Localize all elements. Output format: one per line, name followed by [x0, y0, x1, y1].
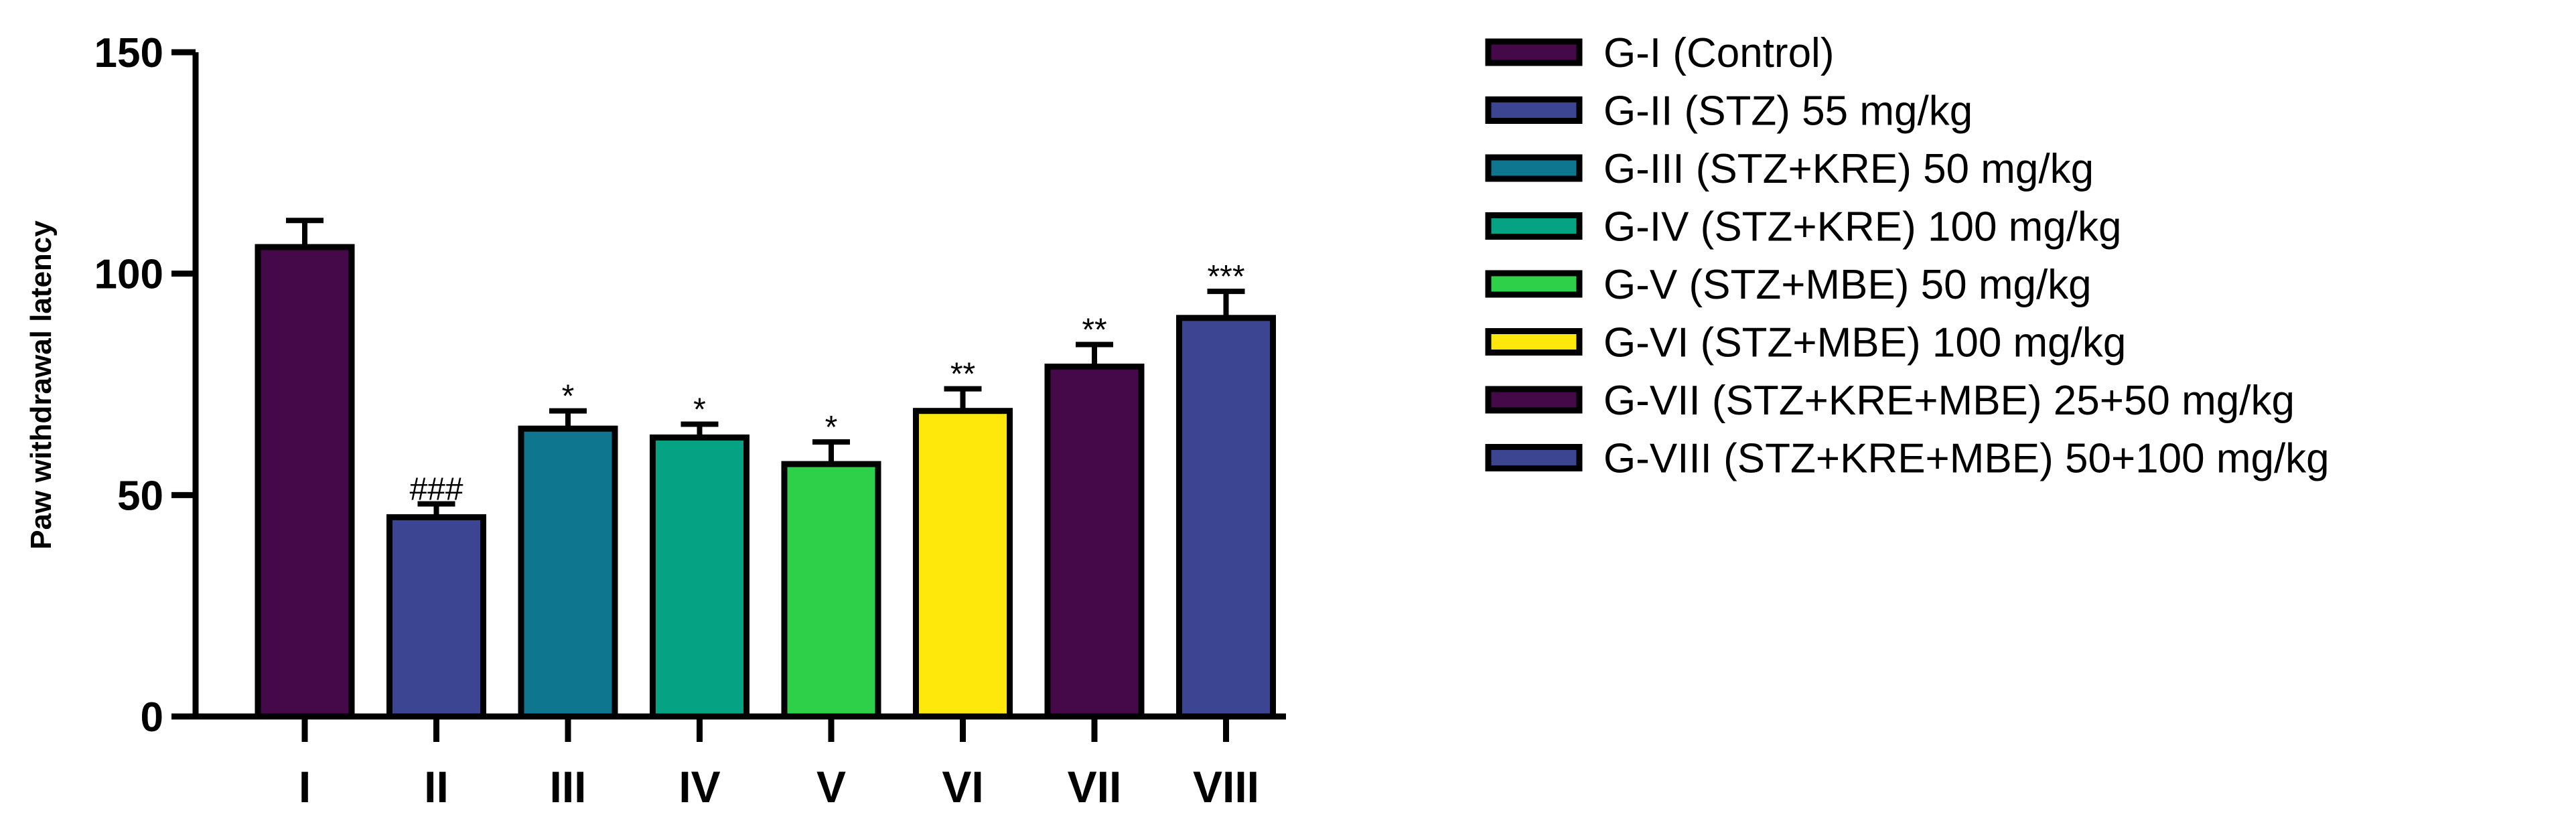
x-tick-label: I — [299, 762, 311, 812]
bar-VI — [913, 408, 1013, 720]
x-tick-label: IV — [678, 762, 720, 812]
significance-label-V: * — [825, 410, 838, 445]
legend-label: G-I (Control) — [1603, 30, 1834, 76]
legend-swatch — [1485, 328, 1583, 356]
y-tick-label: 0 — [141, 694, 163, 741]
legend-swatch — [1485, 154, 1583, 182]
legend-label: G-V (STZ+MBE) 50 mg/kg — [1603, 262, 2092, 308]
significance-label-VI: ** — [950, 357, 975, 392]
legend: G-I (Control) G-II (STZ) 55 mg/kg G-III (S… — [1485, 30, 2330, 482]
bar-VII — [1044, 364, 1145, 720]
bar-IV — [650, 434, 749, 720]
x-tick-label: II — [424, 762, 449, 812]
significance-label-VIII: *** — [1207, 259, 1244, 295]
y-axis-label: Paw withdrawal latency — [25, 220, 58, 550]
legend-swatch — [1485, 96, 1583, 124]
y-tick-label: 150 — [94, 30, 163, 76]
x-tick-label: VI — [942, 762, 983, 812]
legend-label: G-VII (STZ+KRE+MBE) 25+50 mg/kg — [1603, 378, 2295, 424]
significance-label-VII: ** — [1082, 312, 1106, 348]
bar-I — [255, 244, 355, 720]
legend-swatch — [1485, 38, 1583, 66]
legend-label: G-II (STZ) 55 mg/kg — [1603, 88, 1973, 135]
x-tick-label: VII — [1068, 762, 1122, 812]
bars: ###* * ******** — [255, 218, 1276, 720]
legend-swatch — [1485, 212, 1583, 240]
x-tick-label: III — [549, 762, 586, 812]
significance-label-III: * — [562, 379, 575, 414]
legend-label: G-IV (STZ+KRE) 100 mg/kg — [1603, 204, 2122, 250]
bar-II — [386, 514, 486, 720]
legend-label: G-VIII (STZ+KRE+MBE) 50+100 mg/kg — [1603, 436, 2330, 482]
y-tick-label: 100 — [94, 252, 163, 298]
legend-swatch — [1485, 270, 1583, 298]
significance-label-II: ### — [409, 472, 463, 508]
significance-label-IV: * — [693, 392, 706, 428]
x-tick-label: V — [816, 762, 846, 812]
y-tick-label: 50 — [117, 473, 163, 519]
bar-VIII — [1176, 315, 1276, 720]
legend-swatch — [1485, 386, 1583, 414]
bar-III — [518, 425, 618, 720]
bar-V — [781, 461, 881, 720]
legend-label: G-III (STZ+KRE) 50 mg/kg — [1603, 146, 2094, 192]
legend-swatch — [1485, 444, 1583, 471]
x-tick-label: VIII — [1193, 762, 1259, 812]
legend-label: G-VI (STZ+MBE) 100 mg/kg — [1603, 320, 2126, 366]
